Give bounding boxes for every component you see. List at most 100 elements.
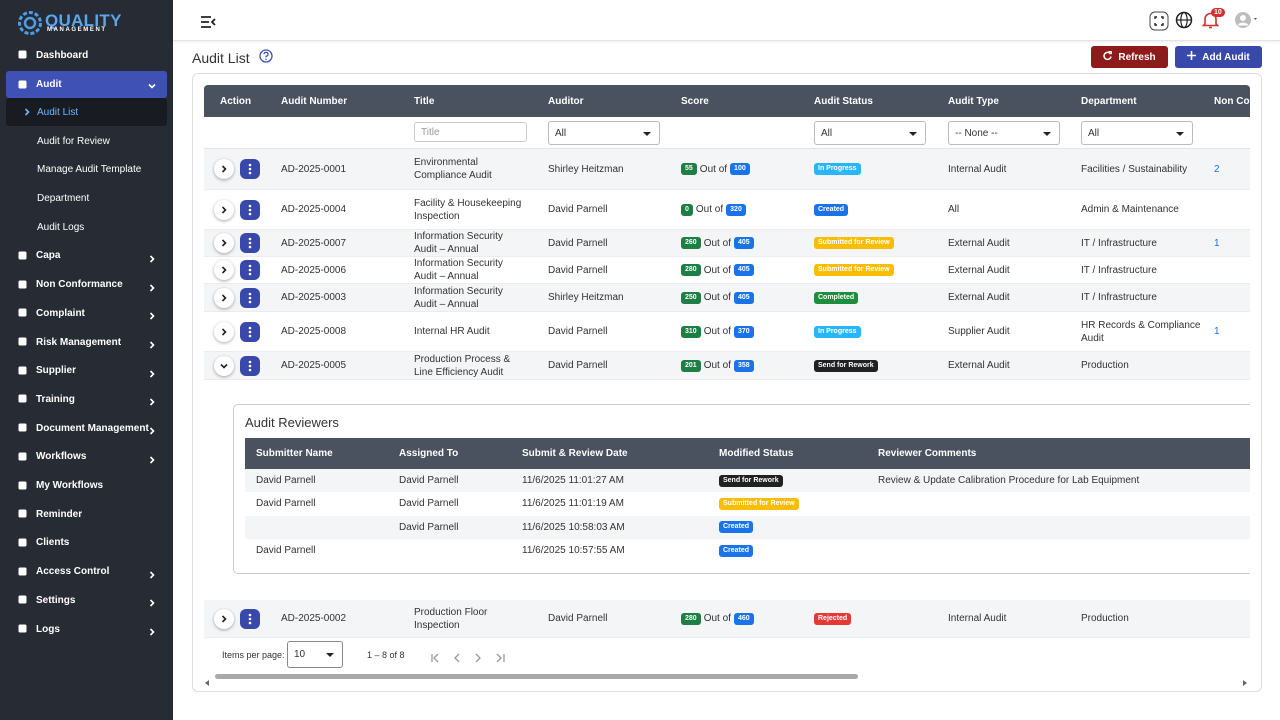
expand-button[interactable] — [214, 287, 234, 308]
review-status: Submitted for Review — [719, 492, 799, 515]
page-nav-button[interactable] — [431, 650, 440, 668]
page-nav-button[interactable] — [453, 650, 462, 668]
expand-button[interactable] — [214, 321, 234, 342]
menu-item[interactable]: Workflows — [0, 443, 173, 471]
action-button[interactable]: Add Audit — [1175, 46, 1262, 68]
more-button[interactable] — [240, 233, 260, 253]
menu-item[interactable]: Dashboard — [0, 41, 173, 69]
menu-item[interactable]: Complaint — [0, 299, 173, 327]
expand-button[interactable] — [214, 199, 234, 220]
menu-item[interactable]: Audit — [6, 70, 167, 98]
more-button[interactable] — [240, 199, 260, 220]
more-button[interactable] — [240, 159, 260, 179]
chevron-icon — [149, 571, 155, 579]
menu-item[interactable]: Risk Management — [0, 328, 173, 356]
audit-number: AD-2025-0006 — [281, 264, 347, 276]
page-size-select[interactable]: 10 — [287, 641, 343, 668]
status-badge: Created — [719, 521, 754, 534]
assigned-to: David Parnell — [399, 475, 459, 487]
button-label: Refresh — [1118, 51, 1156, 63]
menu-icon — [18, 337, 27, 346]
nav-icon — [496, 653, 505, 663]
more-button[interactable] — [240, 321, 260, 342]
menu-item[interactable]: Access Control — [0, 558, 173, 586]
page-nav-button[interactable] — [474, 650, 483, 668]
status-badge: Submitted for Review — [814, 237, 894, 249]
non-conformance-count[interactable]: 1 — [1214, 326, 1220, 337]
non-conformance-count[interactable]: 2 — [1214, 163, 1220, 175]
menu-toggle[interactable] — [200, 15, 216, 33]
score-value: 280 — [681, 612, 701, 625]
filter-select[interactable]: All — [1081, 121, 1193, 145]
select-value: All — [821, 127, 833, 139]
more-button[interactable] — [240, 287, 260, 308]
menu-icon — [18, 423, 27, 435]
brand-name: QUALITY — [45, 11, 122, 30]
expand-button[interactable] — [214, 608, 234, 629]
audit-title: Information Security Audit – Annual — [414, 231, 503, 255]
menu-item[interactable]: Training — [0, 385, 173, 413]
language-button[interactable] — [1175, 11, 1193, 34]
auditor: David Parnell — [548, 237, 608, 249]
submenu-item[interactable]: Audit Logs — [0, 213, 173, 241]
menu-icon — [18, 481, 27, 493]
menu-item[interactable]: Capa — [0, 242, 173, 270]
reviewer-comment: Review & Update Calibration Procedure fo… — [878, 475, 1140, 487]
review-date: 11/6/2025 10:58:03 AM — [522, 521, 625, 533]
menu-item[interactable]: Reminder — [0, 500, 173, 528]
chevron-icon — [221, 293, 227, 302]
menu-icon — [18, 366, 27, 375]
menu-item[interactable]: Clients — [0, 529, 173, 557]
score-total: 405 — [733, 264, 754, 276]
menu-arrow — [148, 599, 156, 610]
filter-select[interactable]: All — [548, 121, 660, 145]
expand-button[interactable] — [214, 159, 234, 179]
menu-arrow — [148, 312, 156, 323]
chevron-icon — [149, 599, 155, 607]
paginator: Items per page: 10 1 – 8 of 8 — [204, 638, 1250, 670]
score-value: 55 — [681, 163, 697, 175]
audit-type: External Audit — [948, 237, 1010, 249]
score: 55 Out of 100 — [681, 149, 750, 189]
submenu-item[interactable]: Audit for Review — [0, 127, 173, 155]
more-button[interactable] — [240, 608, 260, 629]
menu-item[interactable]: My Workflows — [0, 472, 173, 500]
menu-icon — [18, 595, 27, 604]
chevron-icon — [221, 614, 227, 623]
menu-icon — [18, 538, 27, 547]
kebab — [248, 163, 252, 175]
action-button[interactable]: Refresh — [1091, 46, 1168, 68]
select-value: All — [555, 127, 567, 139]
select-value: -- None -- — [955, 127, 998, 139]
menu-item[interactable]: Document Management — [0, 414, 173, 442]
submenu-item[interactable]: Manage Audit Template — [0, 156, 173, 184]
menu-item[interactable]: Non Conformance — [0, 271, 173, 299]
submenu-item[interactable]: Department — [0, 185, 173, 213]
fullscreen-button[interactable] — [1149, 11, 1169, 36]
user-avatar[interactable] — [1234, 11, 1260, 34]
expand-button[interactable] — [214, 260, 234, 280]
menu-item[interactable]: Logs — [0, 615, 173, 643]
scroll-left[interactable] — [205, 673, 210, 691]
scroll-right[interactable] — [1243, 673, 1248, 691]
filter-select[interactable]: All — [814, 121, 926, 145]
page-nav-button[interactable] — [496, 650, 505, 668]
more-button[interactable] — [240, 355, 260, 376]
menu-item[interactable]: Supplier — [0, 357, 173, 385]
expand-button[interactable] — [214, 355, 234, 376]
non-conformance-count[interactable]: 1 — [1214, 237, 1220, 249]
more-button[interactable] — [240, 260, 260, 280]
menu-icon — [18, 481, 27, 489]
expand-button[interactable] — [214, 233, 234, 253]
submenu-item[interactable]: Audit List — [6, 98, 167, 127]
title-filter[interactable]: Title — [414, 122, 527, 142]
status-badge: In Progress — [814, 163, 861, 175]
score-joiner: Out of — [703, 292, 731, 303]
menu-icon — [18, 538, 27, 550]
filter-select[interactable]: -- None -- — [948, 121, 1060, 145]
menu-label: Logs — [36, 623, 60, 635]
help-icon[interactable] — [259, 49, 273, 68]
score-total: 460 — [733, 612, 754, 625]
menu-item[interactable]: Settings — [0, 586, 173, 614]
